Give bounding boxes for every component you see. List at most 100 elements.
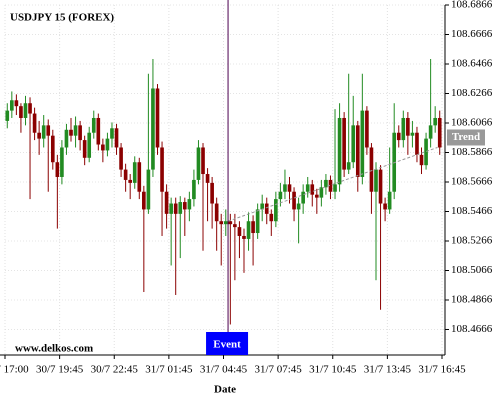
candles (5, 58, 442, 325)
candle-body (419, 154, 424, 166)
candle-body (101, 144, 105, 151)
candle-body (128, 179, 133, 183)
watermark: www.delkos.com (15, 343, 93, 355)
y-tick-label: 108.5266 (451, 235, 493, 247)
candle-body (246, 221, 251, 239)
candle-body (46, 125, 51, 136)
candle-body (287, 184, 292, 192)
candle-body (401, 117, 406, 141)
candle-body (201, 147, 205, 175)
trend-label-box (447, 129, 485, 146)
candle-body (169, 203, 173, 214)
x-tick-label: 31/7 01:45 (145, 364, 193, 376)
overlay: Trend Event (206, 0, 485, 355)
candle-body (396, 132, 401, 141)
candle-body (137, 162, 142, 192)
candle-body (205, 174, 210, 183)
candle-body (10, 100, 14, 111)
candle-body (264, 203, 269, 214)
candle-body (219, 221, 224, 225)
candle-body (19, 106, 23, 118)
y-tick-label: 108.5466 (451, 205, 493, 217)
candle-body (237, 227, 242, 236)
candle-body (146, 169, 151, 210)
x-tick-label: 31/7 10:45 (309, 364, 357, 376)
candle-body (28, 103, 32, 114)
candle-body (342, 117, 346, 170)
y-tick-label: 108.6466 (451, 58, 493, 70)
candle-body (433, 117, 437, 126)
candle-body (251, 221, 255, 234)
y-tick-label: 108.6266 (451, 87, 493, 99)
candle-body (119, 147, 123, 170)
candle-body (155, 88, 160, 148)
candle-body (269, 213, 274, 222)
candle-body (360, 110, 365, 177)
candle-body (355, 125, 360, 177)
candle-body (178, 202, 183, 214)
y-tick-label: 108.6866 (451, 0, 493, 11)
event-label: Event (213, 339, 241, 351)
candle-body (32, 113, 37, 133)
x-tick-label: 30/7 17:00 (0, 364, 29, 376)
candle-body (123, 169, 128, 180)
candle-body (87, 132, 92, 158)
candle-body (228, 221, 233, 225)
candle-body (328, 179, 333, 192)
candle-body (310, 184, 315, 195)
y-tick-label: 108.6066 (451, 117, 493, 129)
x-tick-label: 31/7 13:45 (364, 364, 412, 376)
x-tick-label: 30/7 19:45 (36, 364, 84, 376)
candle-body (301, 191, 305, 204)
candle-body (337, 117, 342, 185)
candle-body (365, 110, 369, 148)
candle-body (283, 184, 287, 192)
candle-body (41, 125, 46, 139)
trend-line (227, 147, 438, 222)
candle-body (214, 203, 219, 222)
x-axis-label: Date (214, 384, 236, 396)
candle-body (78, 125, 82, 141)
candle-body (410, 132, 415, 136)
candle-body (428, 125, 433, 139)
candle-body (369, 147, 374, 192)
candle-body (187, 199, 192, 210)
candle-body (278, 191, 283, 200)
candle-body (160, 147, 164, 192)
candle-body (374, 169, 378, 192)
candle-body (105, 138, 110, 151)
y-tick-label: 108.4866 (451, 294, 493, 306)
candle-body (319, 187, 324, 198)
x-tick-label: 31/7 07:45 (254, 364, 302, 376)
candle-body (14, 100, 19, 107)
candle-body (60, 147, 64, 177)
candle-body (255, 209, 260, 234)
candle-body (182, 202, 187, 210)
candle-body (173, 203, 178, 214)
candle-body (5, 110, 10, 121)
candle-body (233, 224, 237, 228)
event-label-box (206, 332, 249, 355)
candle-body (210, 182, 214, 204)
candle-body (346, 162, 351, 170)
candle-body (64, 129, 69, 148)
candle-body (296, 203, 301, 210)
candle-body (73, 125, 78, 136)
candle-body (55, 162, 60, 177)
candle-body (260, 203, 265, 210)
candle-body (242, 235, 246, 239)
candle-body (274, 199, 278, 222)
candle-body (142, 191, 146, 210)
y-tick-label: 108.5866 (451, 146, 493, 158)
y-tick-label: 108.4666 (451, 323, 493, 335)
candle-body (378, 169, 383, 204)
candle-body (37, 132, 41, 139)
chart-title: USDJPY 15 (FOREX) (10, 12, 114, 24)
candle-body (164, 191, 169, 214)
candle-body (406, 117, 410, 136)
candle-body (387, 191, 392, 210)
trend-label: Trend (452, 131, 480, 143)
y-tick-label: 108.5666 (451, 176, 493, 188)
